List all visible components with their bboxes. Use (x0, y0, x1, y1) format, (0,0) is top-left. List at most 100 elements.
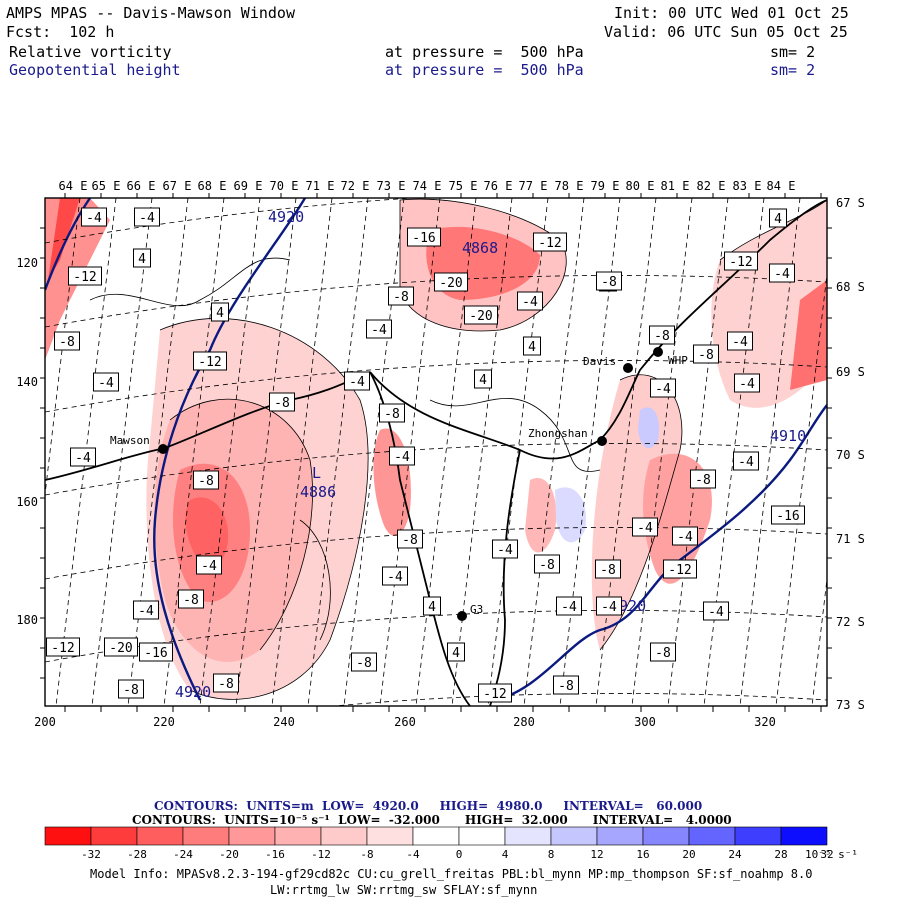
svg-text:-8: -8 (601, 275, 617, 290)
vorticity-contour-label: -16 (407, 227, 441, 247)
svg-text:-4: -4 (601, 600, 617, 615)
vorticity-contour-label: -4 (382, 566, 408, 586)
svg-text:-8: -8 (600, 563, 616, 578)
lon-label: 84 E (767, 179, 796, 193)
svg-text:4: 4 (428, 600, 436, 615)
colorbar-swatch (734, 826, 782, 846)
vorticity-contour-label: -16 (771, 505, 805, 525)
colorbar-tick: 8 (548, 848, 555, 861)
vorticity-contour-label: -4 (650, 378, 676, 398)
svg-text:-4: -4 (738, 455, 754, 470)
lon-label: 70 E (270, 179, 299, 193)
lat-label: 69 S (836, 365, 865, 379)
height-contour-label: 4886 (300, 483, 336, 501)
svg-text:4: 4 (774, 212, 782, 227)
field2-level: at pressure = 500 hPa (385, 61, 584, 79)
vorticity-contour-label: -4 (133, 600, 159, 620)
x-tick-label: 220 (153, 715, 175, 729)
field1-name: Relative vorticity (9, 43, 172, 61)
station-marker (457, 611, 467, 621)
svg-text:-4: -4 (677, 530, 693, 545)
svg-text:-8: -8 (218, 677, 234, 692)
svg-text:-4: -4 (75, 451, 91, 466)
init-time: Init: 00 UTC Wed 01 Oct 25 (614, 4, 849, 22)
vorticity-contour-label: -4 (492, 539, 518, 559)
vorticity-contour-label: -8 (54, 331, 80, 351)
vorticity-contour-label: -4 (389, 446, 415, 466)
field1-level: at pressure = 500 hPa (385, 43, 584, 61)
svg-text:-4: -4 (201, 559, 217, 574)
colorbar-swatch (136, 826, 184, 846)
svg-text:-4: -4 (655, 382, 671, 397)
vorticity-contour-label: -12 (533, 232, 567, 252)
svg-text:-8: -8 (698, 348, 714, 363)
colorbar-swatch (90, 826, 138, 846)
svg-text:-16: -16 (412, 231, 435, 246)
svg-text:-8: -8 (402, 533, 418, 548)
colorbar-units: 10⁻⁵ s⁻¹ (805, 848, 858, 861)
svg-text:-12: -12 (198, 355, 221, 370)
colorbar-swatch (780, 826, 828, 846)
vorticity-contour-label: -4 (196, 555, 222, 575)
svg-text:-8: -8 (539, 558, 555, 573)
colorbar-swatch (182, 826, 230, 846)
svg-text:-12: -12 (668, 563, 691, 578)
product-title: AMPS MPAS -- Davis-Mawson Window (6, 4, 295, 22)
colorbar-swatch (504, 826, 552, 846)
vorticity-contour-label: 4 (769, 208, 787, 228)
lon-label: 77 E (519, 179, 548, 193)
lon-label: 74 E (413, 179, 442, 193)
vorticity-contour-label: -8 (553, 675, 579, 695)
svg-text:4: 4 (138, 252, 146, 267)
vorticity-contour-label: -8 (650, 642, 676, 662)
svg-text:-8: -8 (123, 683, 139, 698)
lon-label: 65 E (92, 179, 121, 193)
svg-text:-4: -4 (708, 605, 724, 620)
vorticity-contour-label: -8 (649, 325, 675, 345)
lon-label: 69 E (234, 179, 263, 193)
y-tick-label: 160 (16, 495, 38, 509)
map-figure: 64 E 65 E 66 E 67 E 68 E 69 E 70 E 71 E 72 E 73 E… (16, 179, 865, 729)
x-tick-label: 200 (34, 715, 56, 729)
vorticity-contour-label: -12 (478, 683, 512, 703)
height-contour-label: 4920 (175, 683, 211, 701)
plot-frame (44, 197, 828, 707)
field2-smooth: sm= 2 (770, 61, 816, 79)
x-tick-label: 260 (394, 715, 416, 729)
lon-label: 66 E (127, 179, 156, 193)
vorticity-contour-label: -8 (213, 673, 239, 693)
svg-text:-12: -12 (538, 236, 561, 251)
colorbar-swatch (274, 826, 322, 846)
colorbar-tick: 20 (682, 848, 695, 861)
svg-text:-8: -8 (274, 396, 290, 411)
svg-text:-12: -12 (51, 641, 74, 656)
model-info-physics: LW:rrtmg_lw SW:rrtmg_sw SFLAY:sf_mynn (270, 883, 538, 897)
vorticity-contour-label: -8 (388, 286, 414, 306)
lon-label: 78 E (555, 179, 584, 193)
vorticity-contour-label: -4 (556, 596, 582, 616)
svg-text:-8: -8 (59, 335, 75, 350)
colorbar-tick: 32 (820, 848, 833, 861)
station-label: G3 (470, 603, 483, 616)
vorticity-contour-label: -4 (727, 331, 753, 351)
lon-label: 80 E (626, 179, 655, 193)
svg-text:4: 4 (452, 646, 460, 661)
vorticity-contour-label: -8 (193, 470, 219, 490)
colorbar-swatch (228, 826, 276, 846)
colorbar-swatch (44, 826, 92, 846)
x-tick-label: 240 (273, 715, 295, 729)
svg-text:-4: -4 (86, 211, 102, 226)
svg-text:-20: -20 (109, 641, 132, 656)
vorticity-contour-label: 4 (133, 248, 151, 268)
colorbar-swatch (458, 826, 506, 846)
colorbar-tick: 12 (590, 848, 603, 861)
colorbar-tick: 4 (502, 848, 509, 861)
colorbar-swatch (366, 826, 414, 846)
x-tick-label: 320 (754, 715, 776, 729)
vorticity-contour-label: -8 (693, 344, 719, 364)
lat-label: 71 S (836, 532, 865, 546)
vorticity-contour-label: -8 (351, 652, 377, 672)
colorbar-tick: 24 (728, 848, 742, 861)
svg-text:-4: -4 (774, 267, 790, 282)
vorticity-contour-label: -4 (769, 263, 795, 283)
